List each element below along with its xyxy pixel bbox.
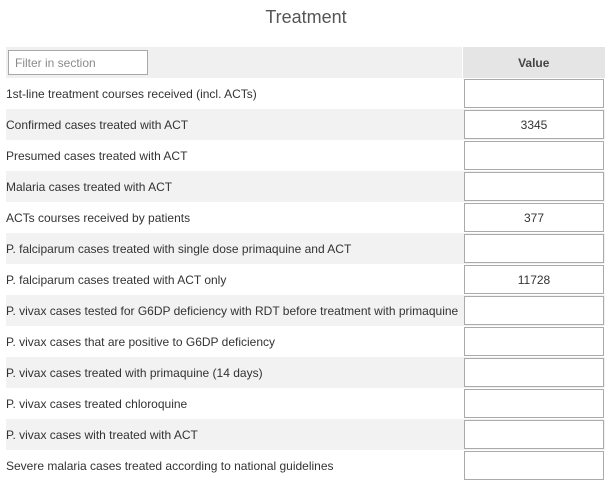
row-label: ACTs courses received by patients: [6, 202, 462, 233]
row-label: 1st-line treatment courses received (inc…: [6, 78, 462, 109]
table-row: P. vivax cases tested for G6DP deficienc…: [6, 295, 605, 326]
value-cell: [462, 295, 605, 326]
value-input[interactable]: [464, 203, 604, 232]
table-row: Severe malaria cases treated according t…: [6, 450, 605, 481]
row-label: P. falciparum cases treated with single …: [6, 233, 462, 264]
value-cell: [462, 140, 605, 171]
row-label: P. vivax cases tested for G6DP deficienc…: [6, 295, 462, 326]
value-input[interactable]: [464, 296, 604, 325]
value-cell: [462, 109, 605, 140]
value-cell: [462, 233, 605, 264]
table-row: P. vivax cases with treated with ACT: [6, 419, 605, 450]
table-row: P. falciparum cases treated with ACT onl…: [6, 264, 605, 295]
value-input[interactable]: [464, 172, 604, 201]
table-row: Malaria cases treated with ACT: [6, 171, 605, 202]
value-cell: [462, 171, 605, 202]
table-row: P. vivax cases treated with primaquine (…: [6, 357, 605, 388]
value-input[interactable]: [464, 358, 604, 387]
row-label: Confirmed cases treated with ACT: [6, 109, 462, 140]
value-input[interactable]: [464, 110, 604, 139]
table-row: P. falciparum cases treated with single …: [6, 233, 605, 264]
table-row: Confirmed cases treated with ACT: [6, 109, 605, 140]
row-label: Presumed cases treated with ACT: [6, 140, 462, 171]
row-label: P. vivax cases treated chloroquine: [6, 388, 462, 419]
value-cell: [462, 419, 605, 450]
value-cell: [462, 202, 605, 233]
table-row: ACTs courses received by patients: [6, 202, 605, 233]
table-header-row: Value: [6, 47, 605, 78]
table-row: 1st-line treatment courses received (inc…: [6, 78, 605, 109]
value-input[interactable]: [464, 141, 604, 170]
row-label: P. vivax cases that are positive to G6DP…: [6, 326, 462, 357]
value-cell: [462, 78, 605, 109]
value-input[interactable]: [464, 327, 604, 356]
row-label: P. vivax cases with treated with ACT: [6, 419, 462, 450]
table-row: P. vivax cases treated chloroquine: [6, 388, 605, 419]
value-input[interactable]: [464, 234, 604, 263]
filter-cell: [6, 47, 462, 78]
row-label: Severe malaria cases treated according t…: [6, 450, 462, 481]
value-cell: [462, 264, 605, 295]
value-column-header: Value: [461, 47, 605, 78]
value-cell: [462, 326, 605, 357]
value-input[interactable]: [464, 389, 604, 418]
row-label: Malaria cases treated with ACT: [6, 171, 462, 202]
filter-input[interactable]: [8, 50, 148, 75]
value-input[interactable]: [464, 420, 604, 449]
row-label: P. falciparum cases treated with ACT onl…: [6, 264, 462, 295]
table-row: Presumed cases treated with ACT: [6, 140, 605, 171]
value-cell: [462, 450, 605, 481]
table-body: 1st-line treatment courses received (inc…: [6, 78, 605, 481]
section-title: Treatment: [265, 7, 347, 27]
value-cell: [462, 357, 605, 388]
value-input[interactable]: [464, 265, 604, 294]
data-entry-table: Value 1st-line treatment courses receive…: [6, 47, 605, 481]
value-cell: [462, 388, 605, 419]
value-input[interactable]: [464, 451, 604, 480]
row-label: P. vivax cases treated with primaquine (…: [6, 357, 462, 388]
table-row: P. vivax cases that are positive to G6DP…: [6, 326, 605, 357]
value-input[interactable]: [464, 79, 604, 108]
